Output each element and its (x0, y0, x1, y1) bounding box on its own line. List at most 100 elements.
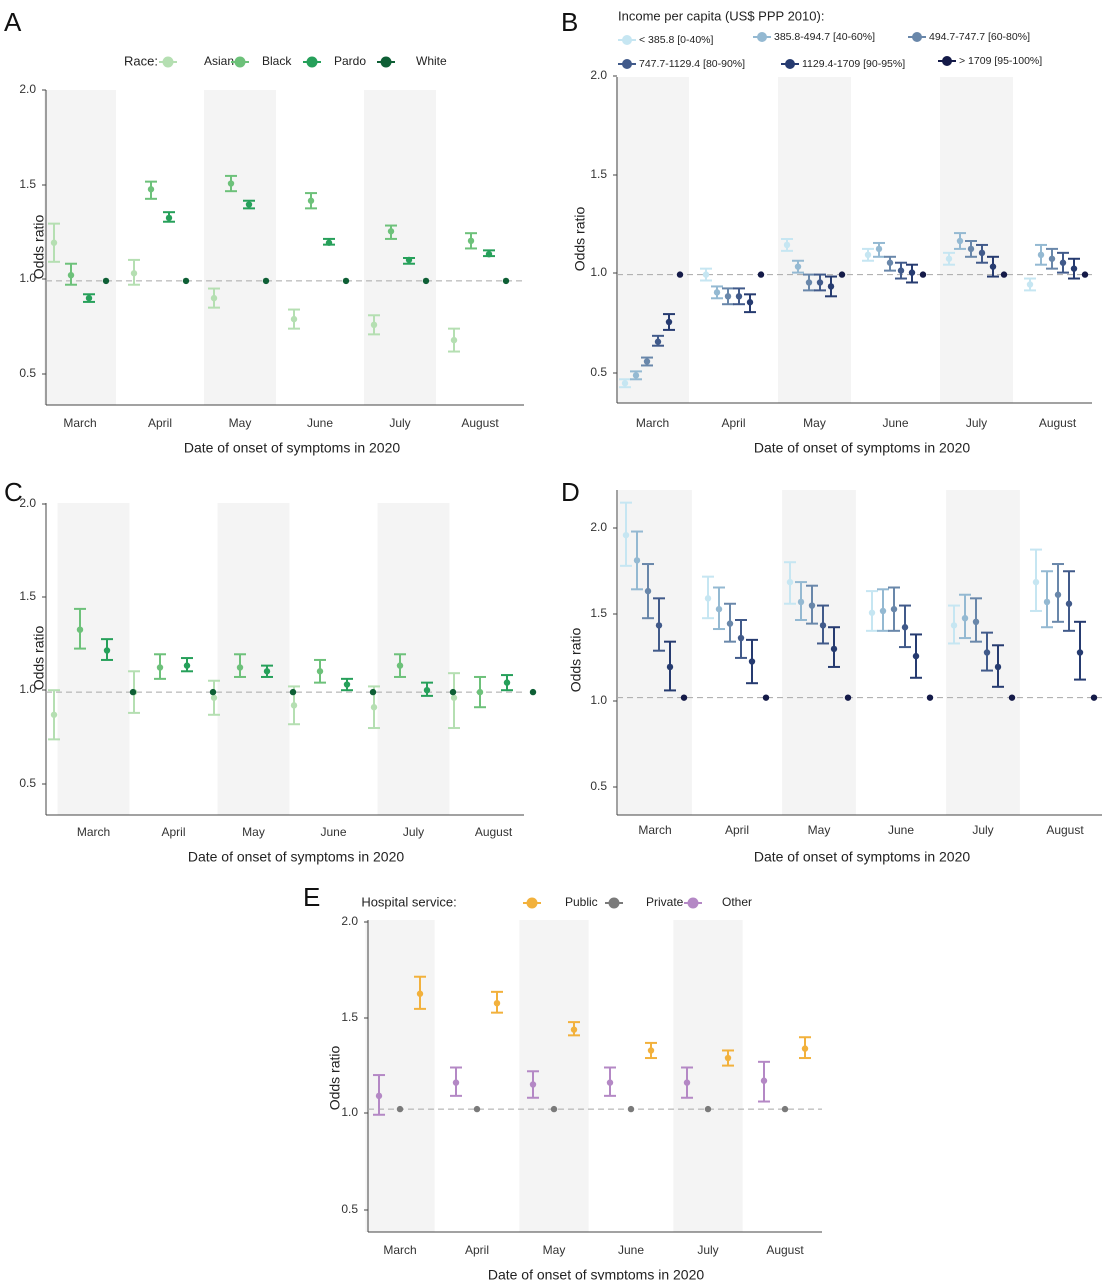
data-point (683, 1079, 691, 1086)
data-point (467, 237, 475, 245)
data-point (633, 557, 641, 564)
data-point (989, 263, 997, 270)
data-point (737, 634, 745, 642)
data-point (416, 990, 424, 997)
y-axis-title: Odds ratio (572, 206, 588, 271)
x-tick-label: April (721, 416, 745, 430)
data-point (103, 647, 111, 654)
series-1129.4-1709 [90-95%] (664, 620, 1086, 692)
data-point (1032, 578, 1040, 586)
data-point (165, 214, 173, 222)
data-point (209, 688, 217, 696)
data-point (1054, 591, 1062, 598)
data-point (919, 271, 927, 278)
legend-key-dot (687, 897, 699, 909)
data-point (450, 336, 458, 344)
data-point (1059, 259, 1067, 266)
data-point (724, 1054, 732, 1062)
legend-item-5: > 1709 [95-100%] (938, 55, 1042, 67)
data-point (449, 688, 457, 696)
series-385.8-494.7 [40-60%] (631, 530, 1053, 640)
x-tick-label: April (465, 1243, 489, 1257)
series-Black (65, 174, 477, 286)
series-494.7-747.7 [60-80%] (642, 563, 1064, 643)
data-point (746, 299, 754, 306)
x-tick-label: April (148, 416, 172, 430)
data-point (76, 626, 84, 633)
legend-title: Hospital service: (361, 894, 456, 909)
y-axis-title: Odds ratio (31, 625, 47, 690)
y-tick-label: 2.0 (19, 496, 36, 510)
panel-C: C2.0 1.5 1.0 0.5 March April May June July August… (4, 477, 537, 865)
month-band (616, 77, 689, 403)
legend-item-2: 494.7-747.7 [60-80%] (908, 31, 1030, 43)
x-tick-label: May (543, 1243, 566, 1257)
data-point (452, 1079, 460, 1086)
y-tick-label: 2.0 (590, 520, 607, 534)
data-point (227, 180, 235, 187)
data-point (130, 270, 138, 277)
data-point (643, 358, 651, 365)
data-point (289, 688, 297, 696)
data-point (1065, 600, 1073, 607)
x-tick-label: June (320, 825, 346, 839)
data-point (654, 338, 662, 345)
series-Public (414, 975, 811, 1067)
data-point (945, 255, 953, 262)
data-point (901, 624, 909, 631)
legend-item-0: < 385.8 [0-40%] (618, 34, 714, 46)
x-tick-label: June (882, 416, 908, 430)
data-point (801, 1045, 809, 1052)
legend-key-dot (912, 32, 922, 42)
data-point (375, 1092, 383, 1100)
data-point (868, 609, 876, 616)
month-band (673, 920, 743, 1232)
data-point (210, 694, 218, 701)
month-band (364, 90, 436, 405)
data-point (1037, 251, 1045, 259)
data-point (245, 201, 253, 208)
data-point (621, 380, 629, 387)
data-point (961, 614, 969, 622)
x-tick-label: May (229, 416, 252, 430)
data-point (450, 694, 458, 701)
data-point (1000, 271, 1008, 278)
legend-item-3: 747.7-1129.4 [80-90%] (618, 58, 745, 70)
legend-label: < 385.8 [0-40%] (639, 34, 714, 46)
data-point (606, 1079, 614, 1086)
data-point (67, 271, 75, 279)
data-point (704, 595, 712, 602)
data-point (1043, 598, 1051, 606)
legend-key-dot (622, 59, 632, 69)
data-point (622, 531, 630, 539)
legend-B: Income per capita (US$ PPP 2010): < 385.8… (618, 8, 1042, 70)
x-tick-label: July (966, 416, 987, 430)
data-point (735, 293, 743, 300)
legend-key-dot (622, 35, 632, 45)
data-point (316, 668, 324, 675)
data-point (476, 688, 484, 696)
data-point (147, 186, 155, 193)
y-tick-label: 1.0 (590, 265, 607, 279)
data-point (370, 704, 378, 711)
legend-label: 385.8-494.7 [40-60%] (774, 31, 875, 43)
data-point (1048, 255, 1056, 262)
x-tick-label: March (63, 416, 96, 430)
y-tick-label: 0.5 (590, 779, 607, 793)
y-axis-title: Odds ratio (568, 627, 584, 692)
y-axis-title: Odds ratio (31, 214, 47, 279)
data-point (797, 598, 805, 606)
data-point (343, 681, 351, 688)
data-point (503, 679, 511, 686)
legend-label: 747.7-1129.4 [80-90%] (639, 58, 745, 70)
data-point (783, 241, 791, 249)
legend-label: Pardo (334, 54, 366, 68)
series-Private (396, 1105, 789, 1113)
data-point (1081, 271, 1089, 278)
legend-key-dot (942, 56, 952, 66)
y-tick-label: 2.0 (19, 82, 36, 96)
data-point (676, 271, 684, 278)
data-point (665, 318, 673, 326)
data-point (724, 293, 732, 300)
month-band (44, 90, 116, 405)
